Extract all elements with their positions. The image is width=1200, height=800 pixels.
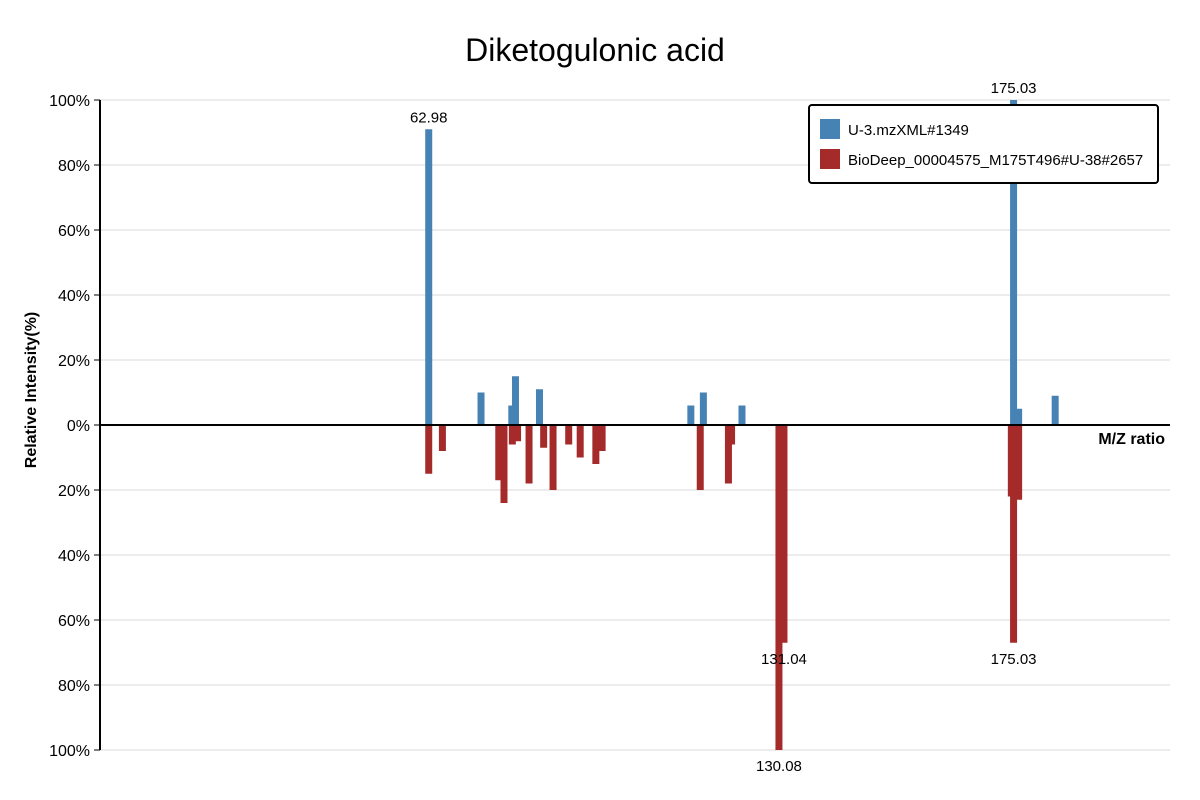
legend-label-series-1: U-3.mzXML#1349 xyxy=(848,122,969,139)
grid-lines xyxy=(100,99,1170,751)
bar-reference-spectrum xyxy=(549,425,557,490)
bar-query-spectrum xyxy=(425,129,433,425)
y-tick-label: 40% xyxy=(58,288,90,305)
peak-label: 130.08 xyxy=(756,758,802,775)
bar-reference-spectrum xyxy=(438,425,446,451)
y-tick-label: 0% xyxy=(67,418,90,435)
y-tick-label: 20% xyxy=(58,353,90,370)
y-tick-label: 40% xyxy=(58,548,90,565)
y-tick-label: 100% xyxy=(49,743,90,760)
bar-reference-spectrum xyxy=(592,425,600,464)
legend-label-series-2: BioDeep_00004575_M175T496#U-38#2657 xyxy=(848,152,1143,169)
y-tick-label: 60% xyxy=(58,223,90,240)
bar-reference-spectrum xyxy=(500,425,508,503)
bars xyxy=(425,100,1059,750)
bar-query-spectrum xyxy=(1015,408,1023,425)
bar-reference-spectrum xyxy=(1015,425,1023,500)
bar-reference-spectrum xyxy=(696,425,704,490)
peak-label: 62.98 xyxy=(410,109,448,126)
legend-swatch-series-1 xyxy=(820,119,840,139)
peak-label: 175.03 xyxy=(991,651,1037,668)
legend-box xyxy=(808,104,1159,184)
bar-reference-spectrum xyxy=(565,425,573,445)
x-axis-label: M/Z ratio xyxy=(1098,431,1165,448)
peak-label: 131.04 xyxy=(761,651,807,668)
bar-reference-spectrum xyxy=(508,425,516,445)
legend: U-3.mzXML#1349 BioDeep_00004575_M175T496… xyxy=(808,104,1159,184)
bar-reference-spectrum xyxy=(1010,425,1018,643)
y-tick-label: 20% xyxy=(58,483,90,500)
bar-query-spectrum xyxy=(535,389,543,425)
y-tick-label: 60% xyxy=(58,613,90,630)
bar-reference-spectrum xyxy=(425,425,433,474)
bar-query-spectrum xyxy=(511,376,519,425)
chart-title: Diketogulonic acid xyxy=(465,32,725,68)
bar-reference-spectrum xyxy=(514,425,522,442)
peak-labels: 62.98 175.03 131.04 175.03 130.08 xyxy=(410,80,1037,775)
bar-reference-spectrum xyxy=(598,425,606,451)
bar-query-spectrum xyxy=(699,392,707,425)
y-axis-label: Relative Intensity(%) xyxy=(23,312,40,468)
y-tick-label: 80% xyxy=(58,158,90,175)
bar-reference-spectrum xyxy=(540,425,548,448)
bar-reference-spectrum xyxy=(525,425,533,484)
bar-reference-spectrum xyxy=(576,425,584,458)
bar-query-spectrum xyxy=(1010,100,1018,425)
bar-query-spectrum xyxy=(1051,395,1059,425)
bar-reference-spectrum xyxy=(728,425,736,445)
bar-query-spectrum xyxy=(687,405,695,425)
bar-reference-spectrum xyxy=(775,425,783,750)
bar-reference-spectrum xyxy=(724,425,732,484)
peak-label: 175.03 xyxy=(991,80,1037,97)
bar-query-spectrum xyxy=(738,405,746,425)
y-tick-label: 80% xyxy=(58,678,90,695)
bar-query-spectrum xyxy=(508,405,516,425)
y-axis-ticks: 100% 80% 60% 40% 20% 0% 20% 40% 60% 80% 100% xyxy=(49,93,100,760)
bar-reference-spectrum xyxy=(780,425,788,643)
legend-swatch-series-2 xyxy=(820,149,840,169)
bar-reference-spectrum xyxy=(495,425,503,481)
y-tick-label: 100% xyxy=(49,93,90,110)
bar-query-spectrum xyxy=(477,392,485,425)
